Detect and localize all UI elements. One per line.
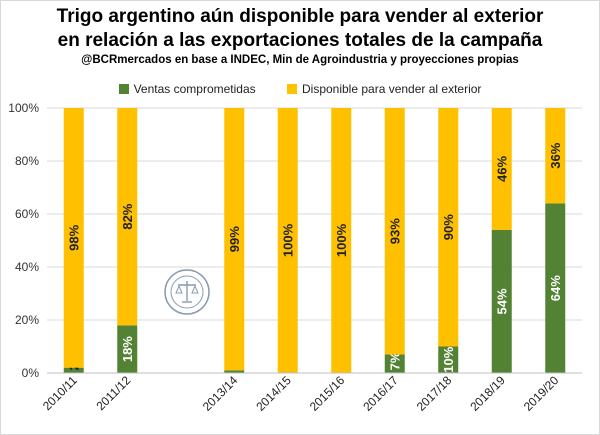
bar-disponible bbox=[491, 108, 512, 230]
bolsa-de-comercio-seal-icon bbox=[164, 269, 210, 315]
data-label-disponible: 82% bbox=[120, 203, 135, 229]
legend-label-disponible: Disponible para vender al exterior bbox=[301, 81, 482, 96]
x-tick-label: 2010/11 bbox=[40, 373, 80, 413]
y-tick-label: 80% bbox=[15, 154, 39, 168]
bar-disponible bbox=[224, 108, 245, 371]
bar-ventas bbox=[438, 346, 459, 373]
bar-disponible bbox=[277, 108, 298, 373]
bar-ventas bbox=[384, 354, 405, 373]
bar-disponible bbox=[438, 108, 459, 347]
y-tick-label: 100% bbox=[8, 101, 39, 115]
y-tick-label: 0% bbox=[22, 366, 40, 380]
chart-subtitle: @BCRmercados en base a INDEC, Min de Agr… bbox=[81, 54, 519, 66]
data-label-ventas: 10% bbox=[441, 346, 456, 372]
legend-item-ventas: Ventas comprometidas bbox=[118, 81, 256, 96]
data-label-disponible: 36% bbox=[548, 142, 563, 168]
data-label-disponible: 93% bbox=[387, 218, 402, 244]
data-label-disponible: 90% bbox=[441, 214, 456, 240]
bar-disponible bbox=[117, 108, 138, 326]
bar-disponible bbox=[331, 108, 352, 373]
x-tick-label: 2013/14 bbox=[200, 373, 241, 414]
data-label-disponible: 46% bbox=[494, 156, 509, 182]
x-tick-label: 2015/16 bbox=[307, 373, 348, 414]
data-label-ventas: 54% bbox=[494, 288, 509, 314]
y-tick-label: 60% bbox=[15, 207, 39, 221]
data-label-disponible: 99% bbox=[227, 226, 242, 252]
data-label-disponible: 100% bbox=[334, 223, 349, 257]
data-label-ventas: 18% bbox=[120, 336, 135, 362]
bar-ventas bbox=[224, 370, 245, 373]
data-label-ventas: 64% bbox=[548, 275, 563, 301]
data-label-ventas: 7% bbox=[387, 351, 402, 370]
legend-item-disponible: Disponible para vender al exterior bbox=[286, 81, 482, 96]
bar-disponible bbox=[63, 108, 84, 368]
bar-disponible bbox=[384, 108, 405, 355]
y-tick-label: 40% bbox=[15, 260, 39, 274]
x-tick-label: 2014/15 bbox=[253, 373, 294, 414]
x-tick-label: 2011/12 bbox=[93, 373, 133, 413]
data-label-disponible: 98% bbox=[66, 224, 81, 250]
bar-disponible bbox=[545, 108, 566, 204]
x-tick-label: 2017/18 bbox=[414, 373, 455, 414]
legend-swatch-disponible bbox=[286, 83, 297, 94]
bar-ventas bbox=[545, 203, 566, 373]
chart-title-line-2: en relación a las exportaciones totales … bbox=[57, 30, 543, 51]
bar-ventas bbox=[117, 325, 138, 373]
chart-legend: Ventas comprometidas Disponible para ven… bbox=[0, 81, 600, 96]
x-tick-label: 2016/17 bbox=[360, 373, 401, 414]
x-tick-label: 2018/19 bbox=[467, 373, 508, 414]
legend-label-ventas: Ventas comprometidas bbox=[133, 81, 256, 96]
bar-ventas bbox=[491, 229, 512, 373]
chart-title-line-1: Trigo argentino aún disponible para vend… bbox=[56, 6, 544, 27]
x-tick-label: 2019/20 bbox=[521, 373, 562, 414]
bar-ventas bbox=[63, 367, 84, 373]
y-tick-label: 20% bbox=[15, 313, 39, 327]
legend-swatch-ventas bbox=[118, 83, 129, 94]
data-label-disponible: 100% bbox=[280, 223, 295, 257]
